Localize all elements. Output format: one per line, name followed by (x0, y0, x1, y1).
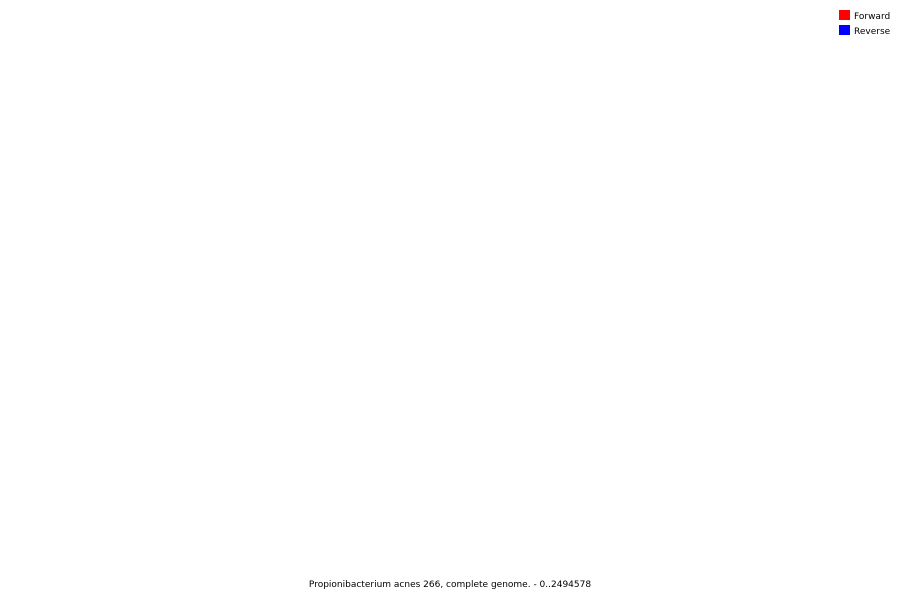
map-caption: Propionibacterium acnes 266, complete ge… (309, 580, 591, 590)
legend-reverse-label: Reverse (854, 27, 891, 37)
legend-forward-swatch (839, 10, 850, 20)
legend-forward-label: Forward (854, 12, 890, 22)
legend-reverse-swatch (839, 25, 850, 35)
legend: Forward Reverse (839, 10, 891, 37)
